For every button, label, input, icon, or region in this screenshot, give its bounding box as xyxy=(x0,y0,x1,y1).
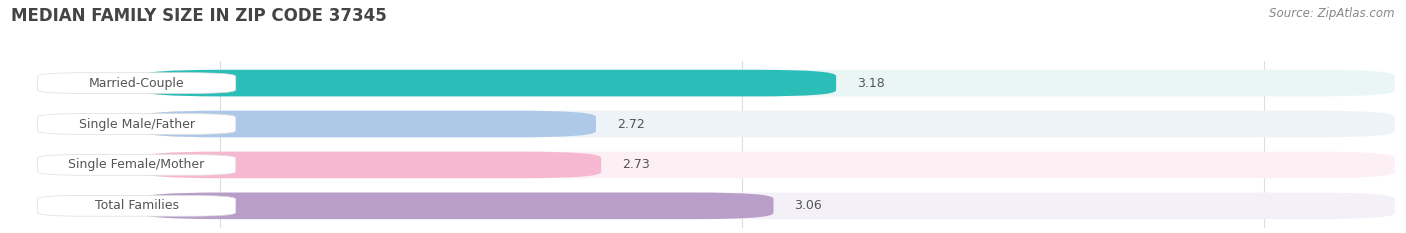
Text: 3.18: 3.18 xyxy=(858,77,884,89)
FancyBboxPatch shape xyxy=(38,73,236,93)
Text: Single Female/Mother: Single Female/Mother xyxy=(69,158,205,171)
FancyBboxPatch shape xyxy=(142,192,1395,219)
Text: 3.06: 3.06 xyxy=(794,199,823,212)
FancyBboxPatch shape xyxy=(38,114,236,134)
FancyBboxPatch shape xyxy=(38,195,236,216)
Text: MEDIAN FAMILY SIZE IN ZIP CODE 37345: MEDIAN FAMILY SIZE IN ZIP CODE 37345 xyxy=(11,7,387,25)
Text: Single Male/Father: Single Male/Father xyxy=(79,117,194,130)
FancyBboxPatch shape xyxy=(142,152,602,178)
Text: 2.72: 2.72 xyxy=(617,117,644,130)
FancyBboxPatch shape xyxy=(142,111,596,137)
FancyBboxPatch shape xyxy=(142,70,1395,96)
Text: 2.73: 2.73 xyxy=(621,158,650,171)
FancyBboxPatch shape xyxy=(142,152,1395,178)
FancyBboxPatch shape xyxy=(142,111,1395,137)
FancyBboxPatch shape xyxy=(142,70,837,96)
Text: Married-Couple: Married-Couple xyxy=(89,77,184,89)
FancyBboxPatch shape xyxy=(142,192,773,219)
Text: Source: ZipAtlas.com: Source: ZipAtlas.com xyxy=(1270,7,1395,20)
FancyBboxPatch shape xyxy=(38,154,236,175)
Text: Total Families: Total Families xyxy=(94,199,179,212)
